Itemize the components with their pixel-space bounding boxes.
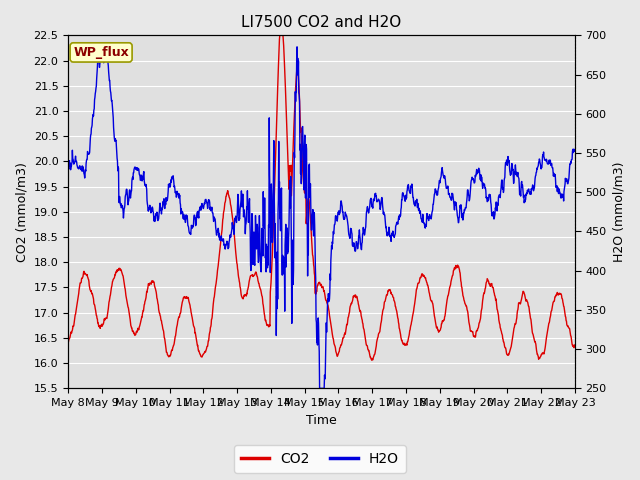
CO2 xyxy=(511,321,519,326)
H2O xyxy=(165,184,173,190)
CO2 xyxy=(177,309,185,314)
CO2 xyxy=(467,328,474,334)
CO2 xyxy=(368,357,376,363)
H2O xyxy=(316,385,323,391)
H2O xyxy=(177,206,185,212)
Text: WP_flux: WP_flux xyxy=(73,46,129,59)
Title: LI7500 CO2 and H2O: LI7500 CO2 and H2O xyxy=(241,15,402,30)
CO2 xyxy=(234,266,241,272)
X-axis label: Time: Time xyxy=(306,414,337,427)
Line: CO2: CO2 xyxy=(68,36,575,360)
Line: H2O: H2O xyxy=(68,43,575,388)
Y-axis label: CO2 (mmol/m3): CO2 (mmol/m3) xyxy=(15,162,28,262)
Legend: CO2, H2O: CO2, H2O xyxy=(234,445,406,473)
CO2 xyxy=(571,342,579,348)
CO2 xyxy=(164,354,172,360)
H2O xyxy=(64,163,72,169)
CO2 xyxy=(276,33,284,38)
H2O xyxy=(234,192,242,197)
H2O xyxy=(467,183,474,189)
H2O xyxy=(511,162,519,168)
H2O xyxy=(571,147,579,153)
Y-axis label: H2O (mmol/m3): H2O (mmol/m3) xyxy=(612,162,625,262)
H2O xyxy=(102,40,109,46)
CO2 xyxy=(401,342,408,348)
CO2 xyxy=(64,340,72,346)
H2O xyxy=(401,195,408,201)
